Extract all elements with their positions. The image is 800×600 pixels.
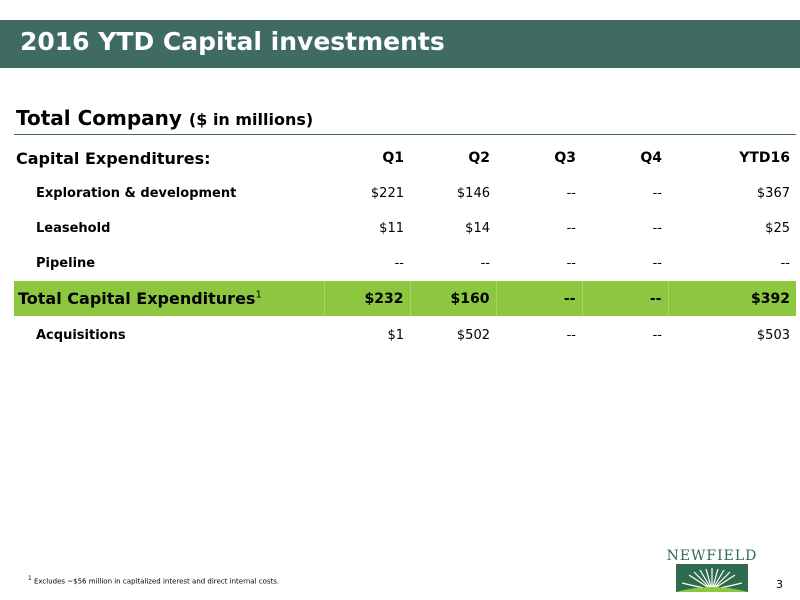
table-cell: $14: [465, 221, 490, 236]
table-cell: --: [394, 256, 404, 271]
section-title: Total Company ($ in millions): [16, 106, 313, 130]
total-cell: $392: [667, 281, 796, 316]
page-title: 2016 YTD Capital investments: [20, 27, 445, 56]
table-cell: $146: [456, 186, 490, 201]
total-cell: $232: [323, 281, 410, 316]
table-cell: --: [780, 256, 790, 271]
total-label: Total Capital Expenditures1: [14, 281, 324, 316]
row-label: Exploration & development: [36, 186, 237, 201]
table-cell: --: [566, 327, 576, 343]
section-divider: [14, 134, 796, 135]
column-header: YTD16: [739, 150, 790, 166]
row-label: Pipeline: [36, 256, 96, 271]
acquisitions-row: Acquisitions $1 $502 -- -- $503: [14, 316, 796, 354]
total-cell: $160: [409, 281, 496, 316]
total-label-text: Total Capital Expenditures: [18, 289, 256, 308]
total-cell: --: [495, 281, 582, 316]
table-row: Pipeline -- -- -- -- --: [14, 246, 796, 281]
table-cell: $25: [765, 221, 790, 236]
row-label: Leasehold: [36, 221, 111, 236]
row-label: Acquisitions: [36, 327, 126, 343]
table-cell: $221: [370, 186, 404, 201]
table-cell: --: [652, 327, 662, 343]
footnote-mark: 1: [255, 289, 262, 301]
table-cell: --: [652, 186, 662, 201]
section-title-text: Total Company: [16, 106, 182, 130]
column-header: Q4: [640, 150, 662, 166]
table-cell: --: [652, 221, 662, 236]
sunburst-icon: [676, 564, 748, 592]
column-header: Q2: [468, 150, 490, 166]
table-header-row: Capital Expenditures: Q1 Q2 Q3 Q4 YTD16: [14, 140, 796, 176]
title-bar: 2016 YTD Capital investments: [0, 20, 800, 68]
table-cell: $1: [387, 327, 404, 343]
table-row: Leasehold $11 $14 -- -- $25: [14, 211, 796, 246]
table-cell: $502: [456, 327, 490, 343]
section-unit: ($ in millions): [188, 110, 314, 129]
footnote-number: 1: [28, 576, 32, 582]
column-header: Q3: [554, 150, 576, 166]
total-row: Total Capital Expenditures1 $232 $160 --…: [14, 281, 796, 316]
table-cell: $367: [756, 186, 790, 201]
footnote: 1 Excludes ~$56 million in capitalized i…: [28, 576, 279, 585]
table-cell: --: [566, 221, 576, 236]
newfield-logo: NEWFIELD: [662, 548, 762, 596]
table-cell: --: [566, 186, 576, 201]
total-cell: --: [581, 281, 668, 316]
table-cell: $11: [379, 221, 404, 236]
column-header: Q1: [382, 150, 404, 166]
table-cell: $503: [756, 327, 790, 343]
table-cell: --: [566, 256, 576, 271]
table-row: Exploration & development $221 $146 -- -…: [14, 176, 796, 211]
table-header-label: Capital Expenditures:: [16, 148, 211, 168]
footnote-text: Excludes ~$56 million in capitalized int…: [33, 577, 280, 586]
page-number: 3: [776, 578, 783, 591]
table-cell: --: [652, 256, 662, 271]
table-cell: --: [480, 256, 490, 271]
logo-wordmark: NEWFIELD: [666, 548, 758, 564]
capex-table: Capital Expenditures: Q1 Q2 Q3 Q4 YTD16 …: [14, 140, 796, 354]
